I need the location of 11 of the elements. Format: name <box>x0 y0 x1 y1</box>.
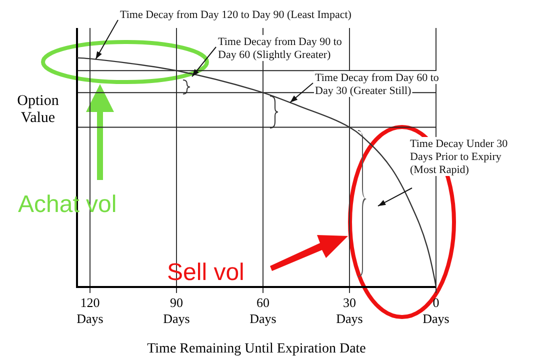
x-tick-label: 30 Days <box>336 295 363 326</box>
annotation: Time Decay from Day 120 to Day 90 (Least Impact) <box>120 9 352 21</box>
x-tick-label: 120 Days <box>76 295 104 326</box>
x-tick-label: 60 Days <box>250 295 276 326</box>
annotation: Time Decay from Day 60 to Day 30 (Greater Still) <box>315 72 440 97</box>
x-tick-label: 90 Days <box>163 295 190 326</box>
y-axis-title: Option Value <box>17 93 60 126</box>
annotation: Time Decay from Day 90 to Day 60 (Slightly Greater) <box>218 36 342 61</box>
annotation: Time Decay Under 30 Days Prior to Expiry (Most Rapid) <box>410 138 508 176</box>
x-tick-label: 0 Days <box>422 295 450 326</box>
x-axis-title: Time Remaining Until Expiration Date <box>147 341 366 356</box>
